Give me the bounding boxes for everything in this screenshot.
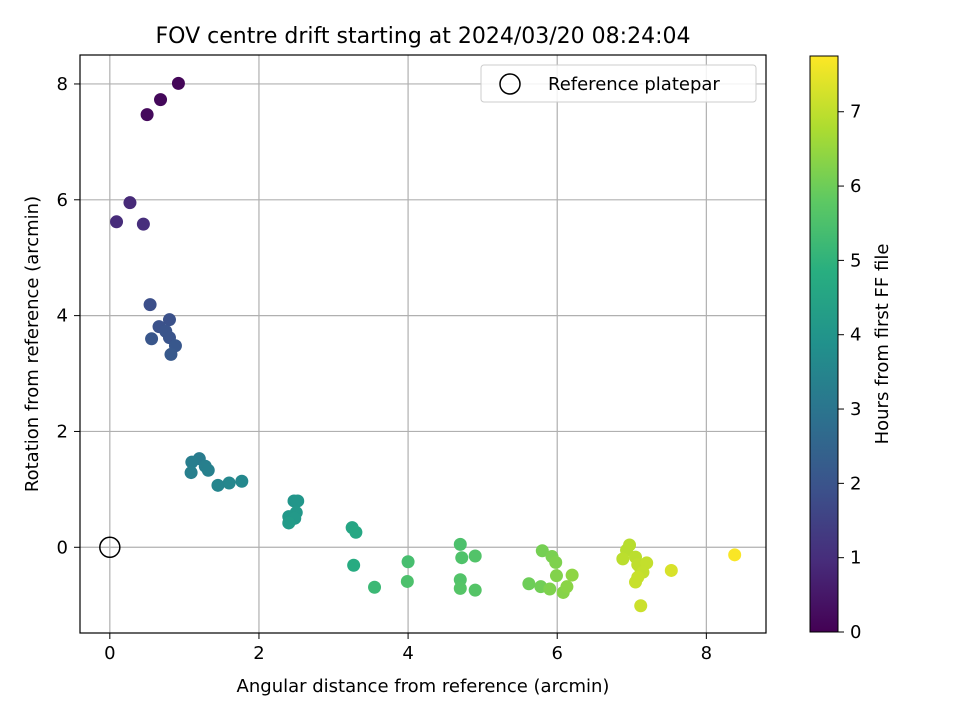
data-point xyxy=(616,552,630,566)
y-tick-label: 4 xyxy=(57,306,68,327)
y-axis-label: Rotation from reference (arcmin) xyxy=(22,196,43,492)
colorbar-tick-label: 7 xyxy=(850,102,861,123)
data-point xyxy=(136,217,150,231)
y-tick-label: 2 xyxy=(57,421,68,442)
colorbar-tick-label: 6 xyxy=(850,176,861,197)
data-point xyxy=(123,196,137,210)
colorbar-tick-label: 0 xyxy=(850,622,861,643)
data-point xyxy=(629,575,643,589)
y-axis-ticks: 0 2 4 6 8 xyxy=(57,74,80,558)
legend: Reference platepar xyxy=(480,64,757,103)
x-tick-label: 2 xyxy=(253,643,264,664)
x-axis-ticks: 0 2 4 6 8 xyxy=(104,633,712,664)
data-point xyxy=(634,599,648,613)
y-tick-label: 0 xyxy=(57,537,68,558)
data-point xyxy=(222,476,236,490)
plot-frame xyxy=(79,54,767,634)
y-tick-label: 6 xyxy=(57,190,68,211)
data-point xyxy=(401,555,415,569)
colorbar-tick-label: 3 xyxy=(850,399,861,420)
data-point xyxy=(455,551,469,565)
grid xyxy=(80,55,766,633)
x-tick-label: 8 xyxy=(701,643,712,664)
colorbar-tick-label: 5 xyxy=(850,250,861,271)
data-point xyxy=(535,544,549,558)
colorbar-tick-label: 2 xyxy=(850,473,861,494)
x-tick-label: 0 xyxy=(104,643,115,664)
data-point xyxy=(185,455,199,469)
data-point xyxy=(140,108,154,122)
scatter-points xyxy=(99,76,742,613)
data-point xyxy=(145,332,159,346)
y-tick-label: 8 xyxy=(57,74,68,95)
data-point xyxy=(110,215,124,229)
data-point xyxy=(201,463,215,477)
data-point xyxy=(400,574,414,588)
colorbar xyxy=(809,55,839,633)
data-point xyxy=(453,537,467,551)
colorbar-label: Hours from first FF file xyxy=(872,244,893,445)
data-point xyxy=(211,478,225,492)
data-point xyxy=(347,558,361,572)
data-point xyxy=(565,568,579,582)
data-point xyxy=(154,93,168,107)
data-point xyxy=(560,580,574,594)
x-tick-label: 6 xyxy=(551,643,562,664)
chart-title: FOV centre drift starting at 2024/03/20 … xyxy=(156,24,691,49)
x-tick-label: 4 xyxy=(402,643,413,664)
data-point xyxy=(728,548,742,562)
data-point xyxy=(549,569,563,583)
data-point xyxy=(291,494,305,508)
x-axis-label: Angular distance from reference (arcmin) xyxy=(237,676,610,697)
data-point xyxy=(664,563,678,577)
data-point xyxy=(468,583,482,597)
data-point xyxy=(282,516,296,530)
data-point xyxy=(349,525,363,539)
colorbar-tick-label: 4 xyxy=(850,325,861,346)
legend-marker xyxy=(499,73,521,95)
data-point xyxy=(162,313,176,327)
legend-label: Reference platepar xyxy=(548,74,720,95)
data-point xyxy=(468,549,482,563)
data-point xyxy=(453,581,467,595)
data-point xyxy=(368,580,382,594)
data-point xyxy=(522,577,536,591)
data-point xyxy=(235,474,249,488)
data-point xyxy=(543,582,557,596)
data-point xyxy=(171,76,185,90)
legend-box xyxy=(480,64,757,103)
data-point xyxy=(143,298,157,312)
data-point xyxy=(164,347,178,361)
data-point xyxy=(549,555,563,569)
reference-marker xyxy=(99,536,121,559)
colorbar-ticks: 0 1 2 3 4 5 6 7 xyxy=(838,102,861,643)
data-point xyxy=(184,466,198,480)
colorbar-tick-label: 1 xyxy=(850,548,861,569)
